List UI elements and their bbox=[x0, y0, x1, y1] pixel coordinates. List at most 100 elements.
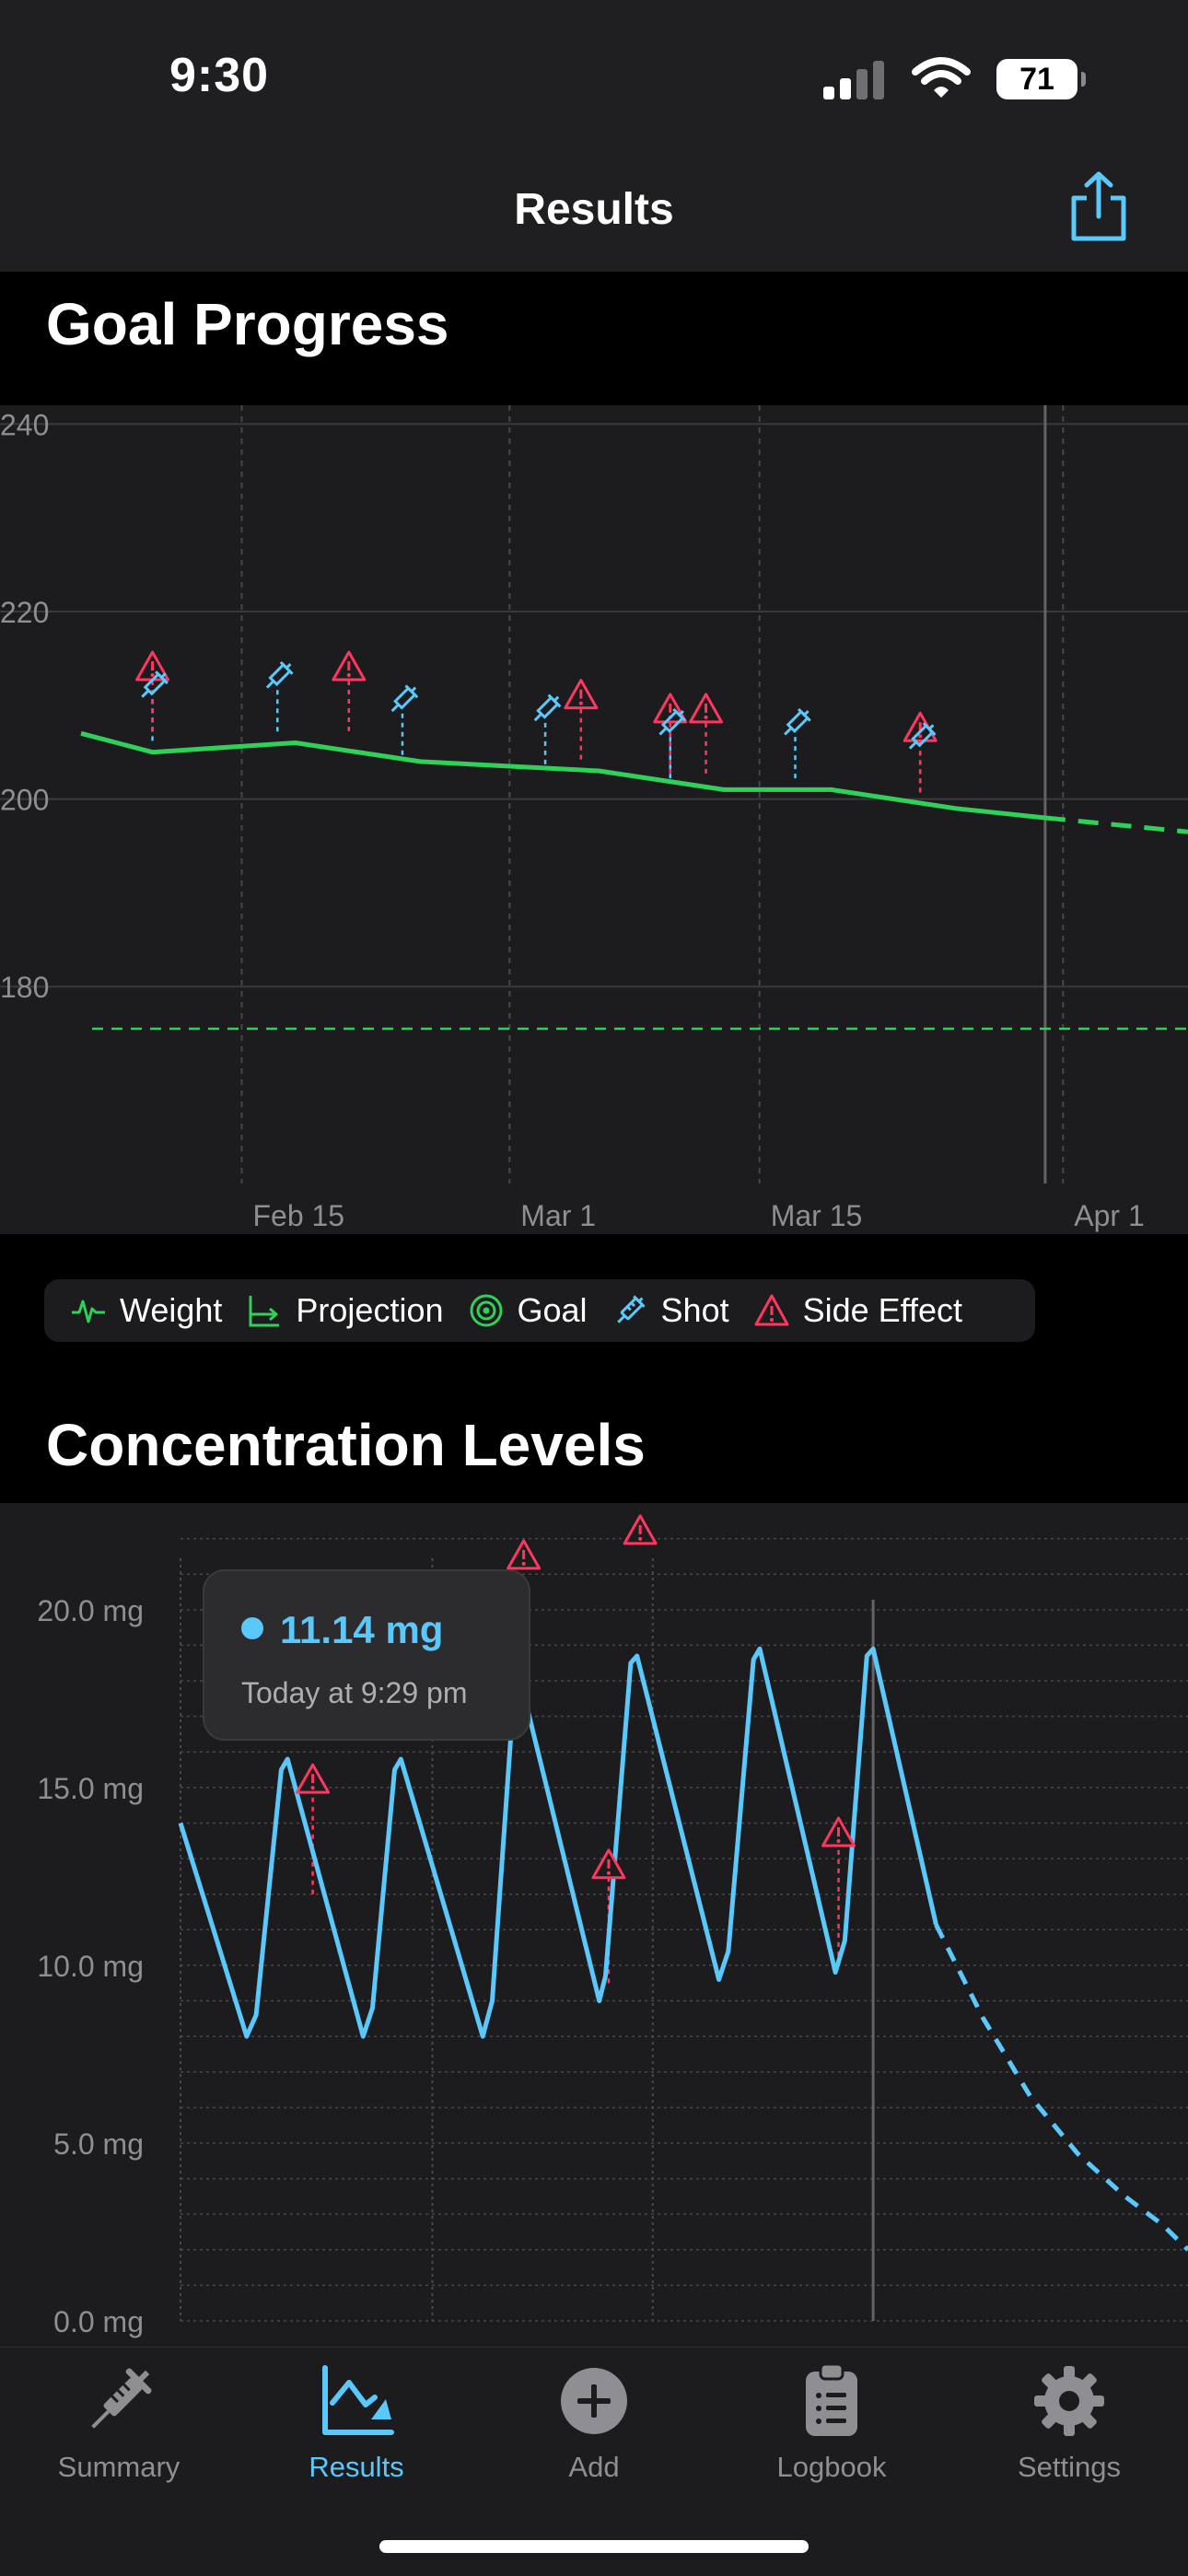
clipboard-icon bbox=[793, 2362, 870, 2440]
syringe-icon bbox=[80, 2362, 157, 2440]
shot-marker bbox=[386, 682, 421, 717]
side-effect-marker bbox=[565, 681, 597, 708]
shot-marker-handle bbox=[412, 688, 415, 692]
projection-icon bbox=[246, 1292, 283, 1329]
side-effect-marker-dot bbox=[607, 1871, 611, 1875]
shot-marker bbox=[262, 659, 297, 694]
home-indicator bbox=[379, 2540, 809, 2553]
x-tick-label: Feb 15 bbox=[252, 1199, 344, 1232]
tab-summary[interactable]: Summary bbox=[0, 2362, 238, 2500]
side-effect-marker-dot bbox=[705, 716, 708, 719]
shot-marker-plunger bbox=[281, 662, 293, 674]
side-effect-marker-dot bbox=[579, 702, 583, 705]
cellular-signal-icon bbox=[821, 59, 886, 99]
shot-marker-needle bbox=[142, 691, 148, 697]
legend-side-effect: Side Effect bbox=[753, 1291, 962, 1330]
legend-shot-label: Shot bbox=[661, 1291, 729, 1330]
y-tick-label: 10.0 mg bbox=[37, 1950, 144, 1983]
navigation-bar: Results bbox=[0, 147, 1188, 272]
legend-goal-label: Goal bbox=[518, 1291, 588, 1330]
y-tick-label: 200 bbox=[0, 784, 49, 817]
status-bar: 9:30 71 bbox=[0, 0, 1188, 147]
side-effect-marker bbox=[508, 1541, 540, 1568]
side-effect-marker-dot bbox=[522, 1562, 526, 1566]
status-icons: 71 bbox=[821, 57, 1077, 101]
tooltip-dot bbox=[241, 1617, 263, 1639]
shot-marker-needle bbox=[910, 742, 916, 749]
share-icon[interactable] bbox=[1066, 170, 1131, 244]
shot-marker-handle bbox=[554, 697, 558, 701]
page-title: Results bbox=[0, 184, 1188, 235]
tab-summary-label: Summary bbox=[0, 2451, 238, 2484]
tab-settings-label: Settings bbox=[950, 2451, 1188, 2484]
shot-marker-needle bbox=[392, 705, 399, 711]
x-tick-label: Apr 1 bbox=[1074, 1199, 1144, 1232]
chart-legend: Weight Projection Goal Shot bbox=[44, 1279, 1035, 1342]
tab-add-label: Add bbox=[475, 2451, 713, 2484]
tab-results[interactable]: Results bbox=[238, 2362, 475, 2500]
legend-side-effect-label: Side Effect bbox=[803, 1291, 962, 1330]
concentration-header: Concentration Levels bbox=[0, 1381, 1188, 1503]
legend-projection-label: Projection bbox=[296, 1291, 443, 1330]
side-effect-marker-dot bbox=[837, 1839, 841, 1843]
weight-icon bbox=[70, 1292, 107, 1329]
legend-weight-label: Weight bbox=[120, 1291, 222, 1330]
shot-marker-handle bbox=[929, 725, 933, 729]
x-tick-label: Mar 15 bbox=[771, 1199, 863, 1232]
tab-results-label: Results bbox=[238, 2451, 475, 2484]
shot-marker bbox=[529, 691, 564, 726]
y-tick-label: 20.0 mg bbox=[37, 1594, 144, 1627]
goal-progress-title: Goal Progress bbox=[46, 290, 449, 358]
tab-logbook[interactable]: Logbook bbox=[713, 2362, 950, 2500]
side-effect-marker-dot bbox=[347, 673, 351, 677]
goal-progress-header: Goal Progress bbox=[0, 272, 1188, 405]
side-effect-marker bbox=[624, 1516, 656, 1544]
side-effect-marker bbox=[297, 1765, 329, 1792]
battery-indicator: 71 bbox=[996, 59, 1077, 99]
legend-goal: Goal bbox=[468, 1291, 588, 1330]
shot-marker-handle bbox=[804, 711, 808, 715]
shot-marker-needle bbox=[659, 728, 666, 734]
x-tick-label: Mar 1 bbox=[520, 1199, 596, 1232]
status-time: 9:30 bbox=[169, 48, 269, 103]
y-tick-label: 5.0 mg bbox=[53, 2127, 144, 2161]
goal-progress-svg: 240 220 200 180 Feb 15 Mar 1 Mar 15 Apr 1 bbox=[0, 405, 1188, 1234]
shot-marker-plunger bbox=[798, 709, 810, 721]
shot-marker-needle bbox=[535, 714, 542, 720]
side-effect-marker-dot bbox=[311, 1786, 315, 1789]
shot-marker-needle bbox=[267, 681, 274, 687]
chart-tooltip: 11.14 mg Today at 9:29 pm bbox=[203, 1569, 530, 1741]
goal-icon bbox=[468, 1292, 505, 1329]
legend-shot: Shot bbox=[611, 1291, 729, 1330]
side-effect-marker bbox=[593, 1850, 624, 1878]
tooltip-timestamp: Today at 9:29 pm bbox=[241, 1676, 467, 1710]
concentration-projection-line bbox=[937, 1925, 1188, 2250]
weight-line bbox=[81, 733, 1045, 818]
side-effect-marker bbox=[691, 694, 722, 722]
shot-marker bbox=[779, 705, 814, 740]
legend-weight: Weight bbox=[70, 1291, 222, 1330]
concentration-title: Concentration Levels bbox=[46, 1411, 646, 1479]
y-tick-label: 240 bbox=[0, 408, 49, 441]
shot-marker-needle bbox=[785, 728, 791, 734]
wifi-icon bbox=[912, 57, 971, 101]
goal-progress-chart[interactable]: 240 220 200 180 Feb 15 Mar 1 Mar 15 Apr 1 bbox=[0, 405, 1188, 1234]
chart-icon bbox=[318, 2362, 395, 2440]
side-effect-marker-dot bbox=[151, 673, 155, 677]
side-effect-marker bbox=[333, 652, 365, 680]
shot-marker-handle bbox=[286, 664, 290, 668]
gear-icon bbox=[1031, 2362, 1108, 2440]
side-effect-marker bbox=[823, 1818, 855, 1846]
plus-circle-icon bbox=[555, 2362, 633, 2440]
tab-settings[interactable]: Settings bbox=[950, 2362, 1188, 2500]
y-tick-label: 15.0 mg bbox=[37, 1772, 144, 1805]
y-tick-label: 220 bbox=[0, 596, 49, 629]
side-effect-marker-dot bbox=[638, 1537, 642, 1541]
shot-marker-plunger bbox=[549, 695, 561, 707]
y-tick-label: 180 bbox=[0, 971, 49, 1004]
legend-projection: Projection bbox=[246, 1291, 443, 1330]
tab-logbook-label: Logbook bbox=[713, 2451, 950, 2484]
tab-add[interactable]: Add bbox=[475, 2362, 713, 2500]
